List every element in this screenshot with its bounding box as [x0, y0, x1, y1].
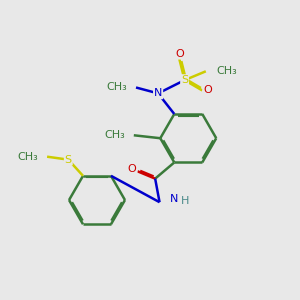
Text: S: S [65, 154, 72, 165]
Text: CH₃: CH₃ [106, 82, 127, 92]
Text: N: N [170, 194, 178, 204]
Text: CH₃: CH₃ [17, 152, 38, 162]
Text: S: S [181, 75, 188, 85]
Text: O: O [203, 85, 212, 95]
Text: CH₃: CH₃ [216, 66, 237, 76]
Text: N: N [154, 88, 162, 98]
Text: H: H [181, 196, 189, 206]
Text: O: O [128, 164, 136, 174]
Text: O: O [175, 49, 184, 58]
Text: CH₃: CH₃ [104, 130, 125, 140]
